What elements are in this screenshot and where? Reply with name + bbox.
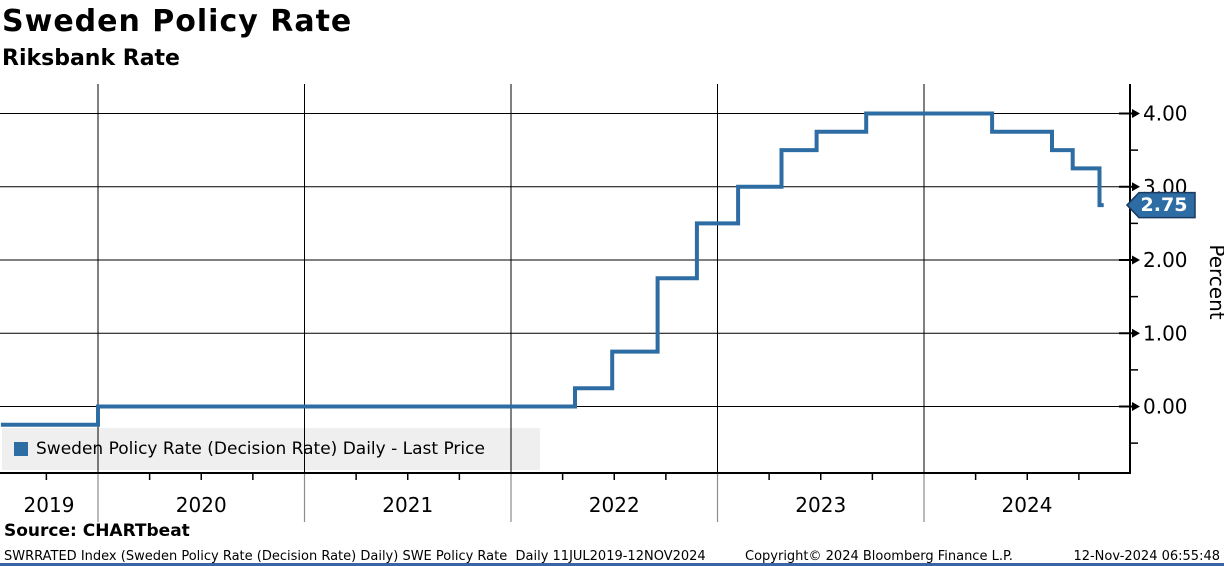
x-tick-label: 2022 bbox=[589, 493, 640, 517]
last-price-value: 2.75 bbox=[1141, 194, 1188, 216]
footer-security-description: SWRRATED Index (Sweden Policy Rate (Deci… bbox=[4, 549, 706, 564]
chart-subtitle: Riksbank Rate bbox=[2, 46, 180, 71]
legend: Sweden Policy Rate (Decision Rate) Daily… bbox=[2, 428, 540, 470]
y-tick-arrow-icon bbox=[1132, 328, 1140, 338]
y-tick-arrow-icon bbox=[1132, 109, 1140, 118]
footer-copyright: Copyright© 2024 Bloomberg Finance L.P. bbox=[745, 549, 1013, 564]
y-tick-label: 4.00 bbox=[1143, 102, 1188, 126]
y-tick-arrow-icon bbox=[1132, 182, 1140, 192]
x-tick-label: 2020 bbox=[176, 493, 227, 517]
y-axis-title: Percent bbox=[1205, 244, 1224, 319]
x-tick-label: 2024 bbox=[1002, 493, 1053, 517]
y-tick-arrow-icon bbox=[1132, 255, 1140, 265]
x-tick-label: 2023 bbox=[795, 493, 846, 517]
legend-series-label: Sweden Policy Rate (Decision Rate) Daily… bbox=[36, 439, 485, 459]
x-tick-label: 2019 bbox=[24, 493, 75, 517]
y-tick-label: 3.00 bbox=[1143, 175, 1188, 199]
last-price-badge bbox=[1125, 191, 1196, 219]
bottom-accent-bar bbox=[0, 563, 1224, 566]
chart-title: Sweden Policy Rate bbox=[2, 4, 353, 39]
y-tick-arrow-icon bbox=[1132, 402, 1140, 411]
x-tick-label: 2021 bbox=[382, 493, 433, 517]
y-tick-label: 1.00 bbox=[1143, 321, 1188, 345]
policy-rate-step-line bbox=[0, 111, 1104, 427]
y-tick-label: 0.00 bbox=[1143, 395, 1188, 419]
source-text: Source: CHARTbeat bbox=[4, 521, 190, 541]
y-tick-label: 2.00 bbox=[1143, 248, 1188, 272]
footer-timestamp: 12-Nov-2024 06:55:48 bbox=[1073, 549, 1220, 564]
legend-series-marker-icon bbox=[14, 442, 28, 456]
